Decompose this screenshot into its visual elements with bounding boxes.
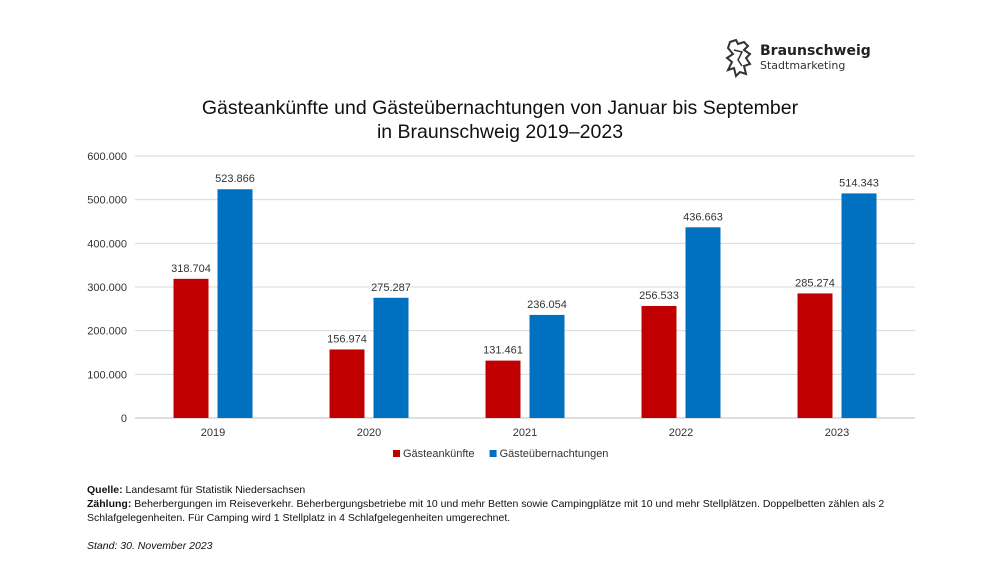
y-tick-label: 200.000: [87, 326, 127, 338]
logo-name: Braunschweig: [760, 43, 871, 59]
logo-subtitle: Stadtmarketing: [760, 59, 846, 72]
data-label: 523.866: [215, 173, 255, 185]
source-text: Landesamt für Statistik Niedersachsen: [122, 484, 306, 496]
chart-title-line-2: in Braunschweig 2019–2023: [376, 121, 624, 143]
bar-arrivals: [329, 349, 365, 418]
y-tick-label: 0: [121, 413, 127, 425]
legend-swatch: [393, 450, 400, 457]
x-tick-label: 2019: [201, 427, 225, 439]
x-tick-label: 2022: [669, 427, 693, 439]
bar-overnights: [841, 193, 877, 418]
bar-overnights: [373, 297, 409, 418]
data-label: 285.274: [795, 277, 835, 289]
y-tick-label: 300.000: [87, 282, 127, 294]
data-label: 275.287: [371, 282, 411, 294]
source-note: Quelle: Landesamt für Statistik Niedersa…: [87, 483, 967, 497]
chart-notes: Quelle: Landesamt für Statistik Niedersa…: [87, 483, 967, 525]
bar-overnights: [685, 227, 721, 418]
y-tick-label: 600.000: [87, 151, 127, 163]
lion-icon: [725, 38, 752, 78]
y-tick-label: 100.000: [87, 369, 127, 381]
legend-label: Gästeankünfte: [403, 448, 475, 460]
bar-arrivals: [173, 278, 209, 418]
bar-arrivals: [485, 360, 521, 418]
legend-label: Gästeübernachtungen: [500, 448, 609, 460]
count-label: Zählung:: [87, 498, 132, 510]
bar-overnights: [217, 189, 253, 418]
count-text: Beherbergungen im Reiseverkehr. Beherber…: [87, 498, 885, 524]
data-label: 256.533: [639, 290, 679, 302]
legend-swatch: [489, 450, 497, 457]
stand-date: Stand: 30. November 2023: [87, 540, 213, 552]
chart-title-line-1: Gästeankünfte und Gästeübernachtungen vo…: [201, 97, 799, 119]
data-label: 514.343: [839, 177, 879, 189]
data-label: 131.461: [483, 345, 523, 357]
source-label: Quelle:: [87, 484, 123, 496]
x-tick-label: 2023: [825, 427, 849, 439]
chart-title: Gästeankünfte und Gästeübernachtungen vo…: [0, 96, 1000, 144]
x-tick-label: 2021: [513, 427, 537, 439]
data-label: 436.663: [683, 211, 723, 223]
y-tick-label: 500.000: [87, 195, 127, 207]
y-tick-label: 400.000: [87, 238, 127, 250]
bar-arrivals: [797, 293, 833, 418]
data-label: 156.974: [327, 333, 367, 345]
data-label: 236.054: [527, 299, 567, 311]
logo: Braunschweig Stadtmarketing: [724, 38, 871, 78]
x-tick-label: 2020: [357, 427, 381, 439]
data-label: 318.704: [171, 263, 211, 275]
count-note: Zählung: Beherbergungen im Reiseverkehr.…: [87, 497, 967, 525]
bar-arrivals: [641, 305, 677, 418]
bar-overnights: [529, 314, 565, 418]
bar-chart: 0 100.000 200.000 300.000 400.000 500.000 600.…: [87, 151, 915, 460]
